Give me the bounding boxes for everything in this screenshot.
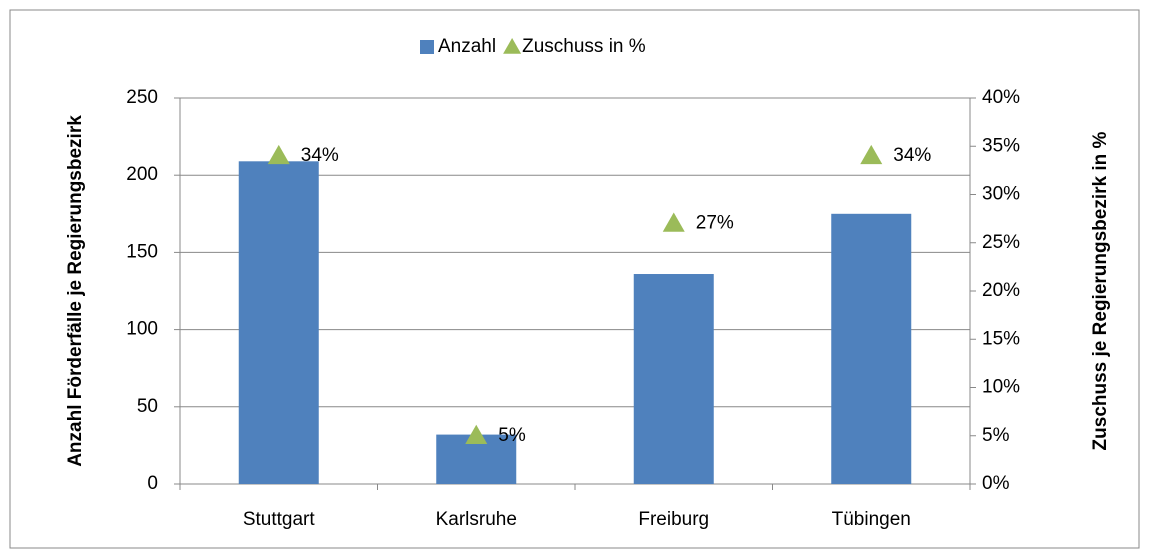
marker bbox=[662, 212, 685, 232]
marker bbox=[860, 144, 883, 165]
y-tick-label: 150 bbox=[126, 241, 158, 262]
y-axis-title: Anzahl Förderfälle je Regierungsbezirk bbox=[65, 115, 86, 467]
data-label: 27% bbox=[696, 212, 734, 233]
y2-tick-label: 25% bbox=[982, 232, 1020, 253]
bar bbox=[238, 161, 319, 484]
marker bbox=[267, 144, 290, 165]
legend-label: Zuschuss in % bbox=[522, 36, 646, 57]
x-tick-label: Tübingen bbox=[832, 509, 911, 530]
y2-tick-label: 0% bbox=[982, 473, 1010, 494]
legend-label: Anzahl bbox=[438, 36, 496, 57]
legend-swatch bbox=[503, 38, 522, 54]
y2-tick-label: 35% bbox=[982, 135, 1020, 156]
y2-axis-title: Zuschuss je Regierungsbezirk in % bbox=[1090, 131, 1111, 450]
x-tick-label: Stuttgart bbox=[243, 509, 316, 530]
y-tick-label: 250 bbox=[126, 87, 158, 108]
y-tick-label: 0 bbox=[147, 473, 158, 494]
bar bbox=[633, 274, 714, 484]
y-tick-label: 50 bbox=[137, 396, 158, 417]
bar bbox=[831, 213, 912, 485]
chart-border bbox=[9, 9, 1140, 549]
data-label: 5% bbox=[498, 425, 526, 446]
x-tick-label: Karlsruhe bbox=[436, 509, 517, 530]
y2-tick-label: 20% bbox=[982, 280, 1020, 301]
y-tick-label: 100 bbox=[126, 319, 158, 340]
data-label: 34% bbox=[893, 145, 931, 166]
y2-tick-label: 10% bbox=[982, 377, 1020, 398]
y-tick-label: 200 bbox=[126, 164, 158, 185]
legend-swatch bbox=[420, 40, 434, 54]
y2-tick-label: 40% bbox=[982, 87, 1020, 108]
y2-tick-label: 15% bbox=[982, 328, 1020, 349]
marker bbox=[465, 424, 488, 444]
x-tick-label: Freiburg bbox=[638, 509, 709, 530]
y2-tick-label: 5% bbox=[982, 425, 1010, 446]
y2-tick-label: 30% bbox=[982, 184, 1020, 205]
data-label: 34% bbox=[301, 145, 339, 166]
